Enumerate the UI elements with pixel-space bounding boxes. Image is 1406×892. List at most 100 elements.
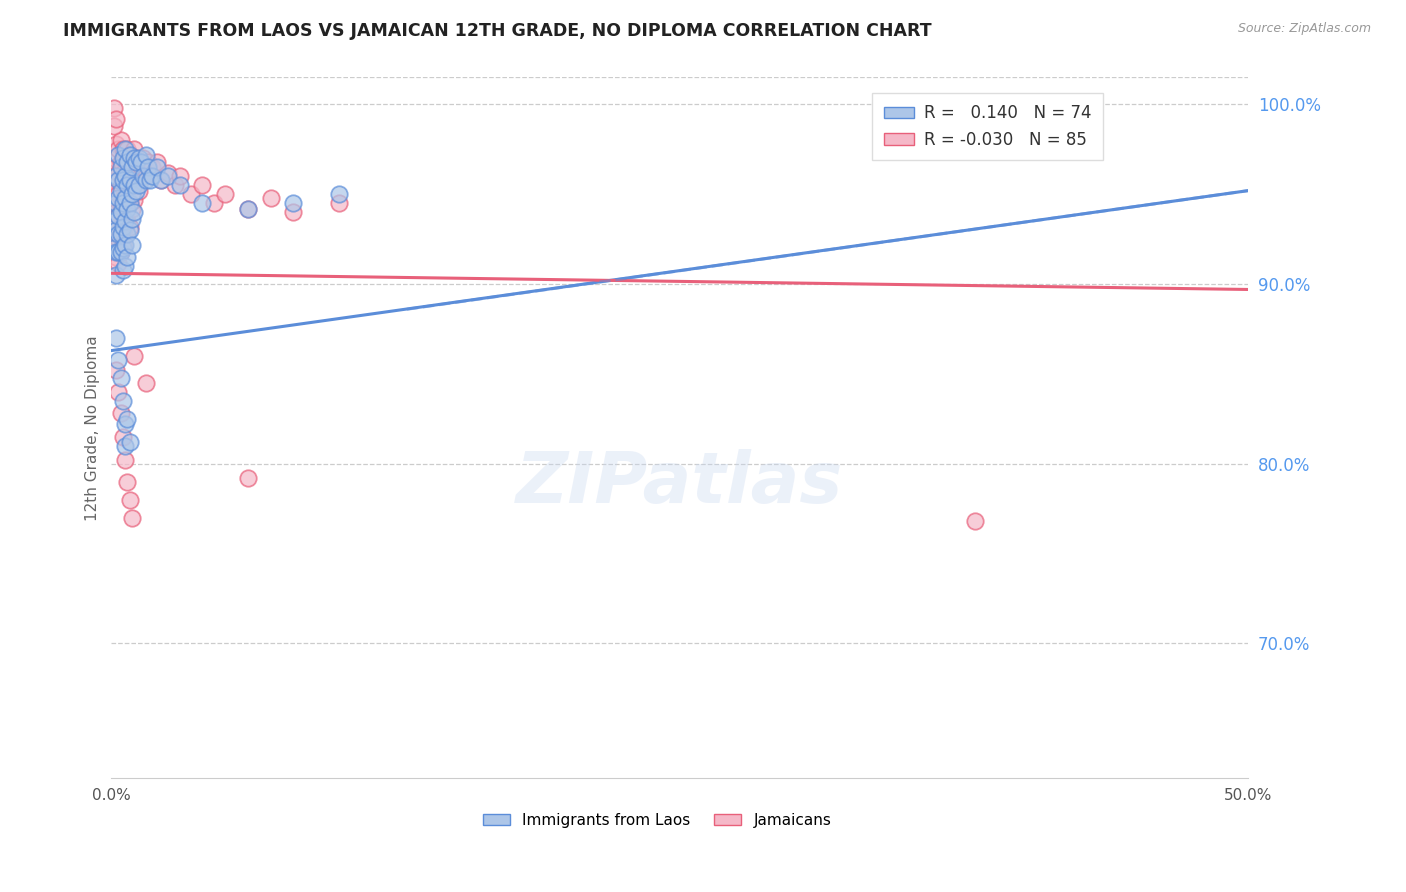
Point xyxy=(110,244,132,259)
Point xyxy=(114,417,136,432)
Point xyxy=(122,178,145,193)
Point xyxy=(132,151,155,165)
Text: ZIPatlas: ZIPatlas xyxy=(516,450,844,518)
Point xyxy=(118,147,141,161)
Point xyxy=(118,492,141,507)
Point xyxy=(236,202,259,216)
Point xyxy=(136,154,159,169)
Point xyxy=(117,412,139,426)
Point xyxy=(114,237,136,252)
Point xyxy=(107,209,129,223)
Point xyxy=(104,169,127,184)
Point xyxy=(150,173,173,187)
Y-axis label: 12th Grade, No Diploma: 12th Grade, No Diploma xyxy=(86,335,100,521)
Point xyxy=(107,244,129,259)
Point xyxy=(141,161,163,175)
Point xyxy=(134,173,156,187)
Point xyxy=(117,191,139,205)
Point xyxy=(107,255,129,269)
Point xyxy=(110,227,132,241)
Point xyxy=(104,184,127,198)
Point xyxy=(104,331,127,345)
Point xyxy=(118,223,141,237)
Point xyxy=(111,219,134,234)
Point xyxy=(103,196,125,211)
Point xyxy=(103,241,125,255)
Point xyxy=(110,161,132,175)
Point xyxy=(107,166,129,180)
Point xyxy=(118,196,141,211)
Point xyxy=(150,173,173,187)
Point xyxy=(111,241,134,255)
Point xyxy=(121,212,143,227)
Point xyxy=(110,178,132,193)
Point xyxy=(165,178,187,193)
Point xyxy=(236,471,259,485)
Point xyxy=(104,250,127,264)
Point xyxy=(110,133,132,147)
Point xyxy=(114,169,136,184)
Point xyxy=(118,173,141,187)
Point xyxy=(202,196,225,211)
Point xyxy=(328,196,350,211)
Point xyxy=(157,169,180,184)
Point xyxy=(121,161,143,175)
Point xyxy=(107,187,129,202)
Point xyxy=(104,196,127,211)
Point xyxy=(104,268,127,282)
Point xyxy=(111,393,134,408)
Point xyxy=(141,169,163,184)
Point xyxy=(128,184,150,198)
Point xyxy=(125,178,148,193)
Point xyxy=(114,439,136,453)
Point xyxy=(283,205,305,219)
Point xyxy=(107,191,129,205)
Point xyxy=(110,184,132,198)
Point xyxy=(180,187,202,202)
Point xyxy=(122,169,145,184)
Point xyxy=(110,202,132,216)
Point xyxy=(111,191,134,205)
Point xyxy=(191,178,214,193)
Point xyxy=(114,173,136,187)
Point xyxy=(122,205,145,219)
Point xyxy=(114,191,136,205)
Legend: Immigrants from Laos, Jamaicans: Immigrants from Laos, Jamaicans xyxy=(477,806,838,834)
Point xyxy=(118,435,141,450)
Point xyxy=(128,151,150,165)
Point xyxy=(103,119,125,133)
Point xyxy=(117,475,139,489)
Point xyxy=(110,407,132,421)
Point xyxy=(125,184,148,198)
Point xyxy=(111,173,134,187)
Point xyxy=(122,193,145,207)
Text: Source: ZipAtlas.com: Source: ZipAtlas.com xyxy=(1237,22,1371,36)
Point xyxy=(121,187,143,202)
Point xyxy=(122,349,145,363)
Point xyxy=(117,178,139,193)
Point xyxy=(107,352,129,367)
Point xyxy=(111,142,134,156)
Point xyxy=(128,178,150,193)
Point xyxy=(111,196,134,211)
Point xyxy=(214,187,236,202)
Point xyxy=(146,161,169,175)
Point xyxy=(110,244,132,259)
Point xyxy=(104,161,127,175)
Point xyxy=(965,514,987,528)
Point xyxy=(121,202,143,216)
Point xyxy=(103,219,125,234)
Point xyxy=(114,196,136,211)
Point xyxy=(117,202,139,216)
Point xyxy=(111,214,134,228)
Point xyxy=(114,214,136,228)
Point xyxy=(157,166,180,180)
Point xyxy=(114,142,136,156)
Point xyxy=(114,151,136,165)
Point xyxy=(103,101,125,115)
Point xyxy=(129,161,152,175)
Point xyxy=(283,196,305,211)
Point xyxy=(117,166,139,180)
Point xyxy=(118,219,141,234)
Point xyxy=(259,191,281,205)
